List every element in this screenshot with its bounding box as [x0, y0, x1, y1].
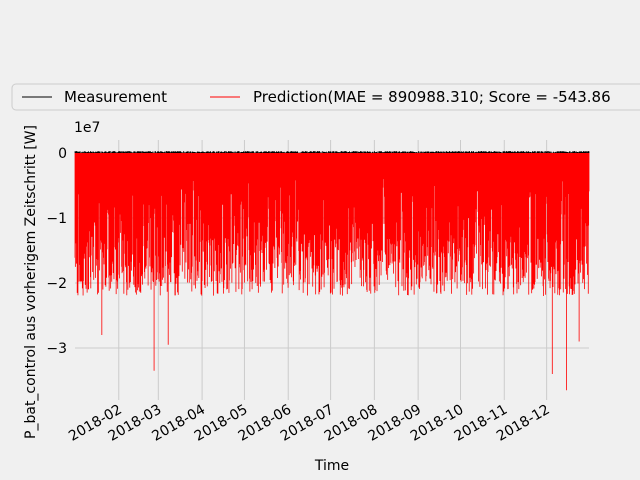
legend-label-measurement: Measurement — [64, 88, 167, 106]
y-tick-labels: 0 −1 −2 −3 — [46, 146, 67, 357]
prediction-series — [74, 153, 590, 391]
x-tick-labels: 2018-022018-032018-042018-052018-062018-… — [66, 402, 553, 445]
prediction-line — [74, 153, 590, 391]
y-tick-label: −1 — [46, 211, 67, 227]
y-tick-label: −3 — [46, 341, 67, 357]
measurement-line — [74, 151, 590, 153]
y-axis-label: P_bat_control aus vorherigem Zeitschritt… — [23, 125, 39, 439]
legend-frame — [11, 83, 640, 111]
legend-label-prediction: Prediction(MAE = 890988.310; Score = -54… — [253, 88, 611, 106]
legend: Measurement Prediction(MAE = 890988.310;… — [11, 83, 640, 111]
x-axis-label: Time — [314, 458, 349, 474]
y-tick-label: −2 — [46, 276, 67, 292]
y-multiplier-label: 1e7 — [74, 120, 100, 136]
measurement-series — [74, 151, 590, 153]
y-tick-label: 0 — [58, 146, 67, 162]
